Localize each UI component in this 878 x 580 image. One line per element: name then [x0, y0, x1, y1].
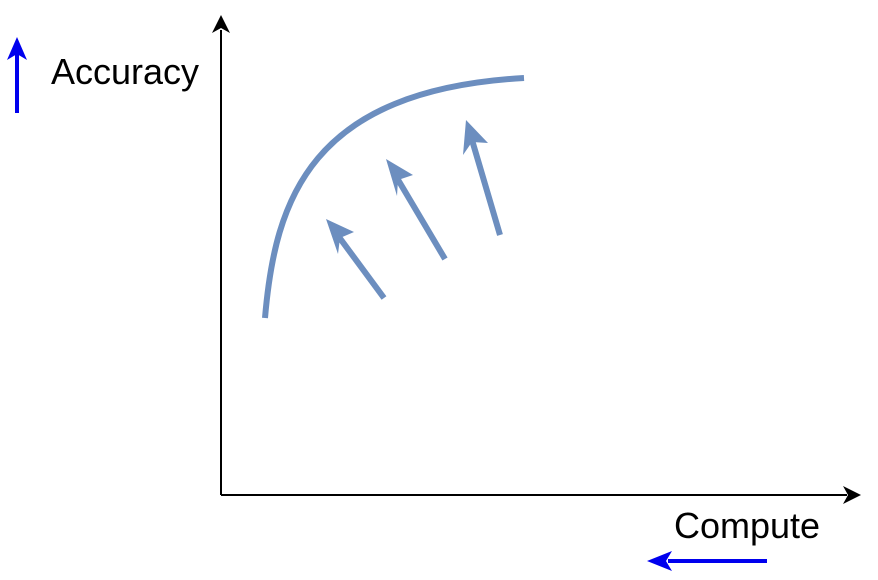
x-axis	[221, 486, 861, 504]
compute-left-arrow-icon	[647, 551, 767, 571]
y-axis-label: Accuracy	[51, 51, 199, 92]
x-axis-label: Compute	[674, 505, 820, 546]
accuracy-up-arrow-icon	[7, 37, 27, 113]
improvement-arrow-2	[386, 159, 448, 261]
improvement-arrow-3	[463, 120, 503, 236]
y-axis-arrowhead	[212, 15, 230, 33]
x-axis-arrowhead	[843, 486, 861, 504]
y-axis	[212, 15, 230, 495]
frontier-curve	[262, 75, 525, 319]
improvement-arrow-1	[326, 219, 387, 300]
